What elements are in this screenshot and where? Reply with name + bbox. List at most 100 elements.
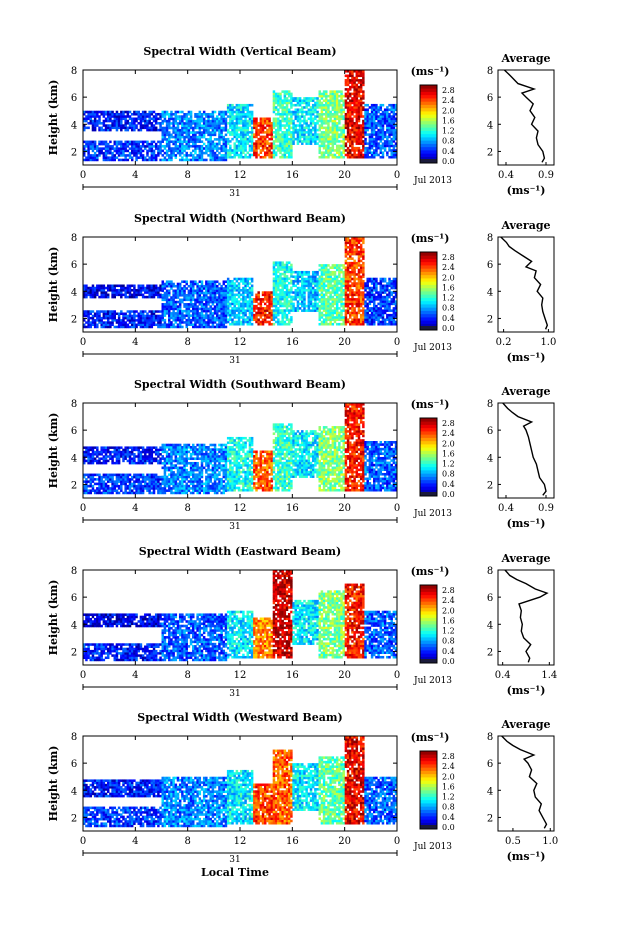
heatmap-pixel xyxy=(120,325,123,329)
heatmap-pixel xyxy=(357,311,361,315)
heatmap-pixel xyxy=(218,296,221,299)
heatmap-pixel xyxy=(263,126,267,130)
heatmap-pixel xyxy=(346,239,350,242)
heatmap-pixel xyxy=(109,323,112,327)
heatmap-pixel xyxy=(353,79,356,82)
heatmap-pixel xyxy=(261,140,265,143)
heatmap-pixel xyxy=(263,144,267,148)
heatmap-pixel xyxy=(237,122,241,125)
heatmap-pixel xyxy=(277,135,280,139)
heatmap-pixel xyxy=(117,142,121,146)
heatmap-pixel xyxy=(314,291,317,294)
heatmap-pixel xyxy=(126,323,130,327)
heatmap-pixel xyxy=(327,131,330,134)
heatmap-pixel xyxy=(255,126,258,130)
heatmap-pixel xyxy=(394,135,398,139)
heatmap-pixel xyxy=(96,149,99,153)
heatmap-pixel xyxy=(277,263,280,267)
heatmap-pixel xyxy=(344,270,348,274)
heatmap-pixel xyxy=(335,146,339,150)
heatmap-pixel xyxy=(83,291,86,294)
heatmap-pixel xyxy=(292,133,295,136)
heatmap-pixel xyxy=(209,312,212,315)
heatmap-pixel xyxy=(331,279,335,283)
heatmap-pixel xyxy=(244,135,247,139)
heatmap-pixel xyxy=(344,304,348,308)
heatmap-pixel xyxy=(370,108,374,112)
heatmap-pixel xyxy=(309,304,313,308)
heatmap-pixel xyxy=(344,81,348,84)
heatmap-cell xyxy=(253,117,274,159)
heatmap-pixel xyxy=(209,325,212,329)
heatmap-pixel xyxy=(240,304,243,308)
heatmap-pixel xyxy=(98,119,101,123)
heatmap-pixel xyxy=(301,133,304,136)
heatmap-pixel xyxy=(316,119,319,123)
heatmap-pixel xyxy=(209,300,212,304)
heatmap-pixel xyxy=(220,298,223,302)
heatmap-pixel xyxy=(218,122,221,125)
heatmap-pixel xyxy=(272,284,276,287)
heatmap-pixel xyxy=(353,133,356,136)
heatmap-pixel xyxy=(185,135,188,139)
heatmap-pixel xyxy=(388,144,391,148)
heatmap-pixel xyxy=(163,158,167,162)
heatmap-pixel xyxy=(189,321,193,324)
heatmap-pixel xyxy=(305,110,308,114)
heatmap-pixel xyxy=(109,284,112,288)
heatmap-pixel xyxy=(181,316,184,320)
heatmap-pixel xyxy=(139,117,143,121)
heatmap-pixel xyxy=(242,110,245,114)
heatmap-pixel xyxy=(246,151,250,154)
heatmap-pixel xyxy=(318,298,321,301)
heatmap-pixel xyxy=(198,287,202,290)
heatmap-pixel xyxy=(355,99,359,102)
heatmap-pixel xyxy=(250,307,254,310)
heatmap-pixel xyxy=(111,293,114,297)
heatmap-pixel xyxy=(183,122,186,125)
heatmap-pixel xyxy=(229,115,232,118)
heatmap-pixel xyxy=(274,101,278,105)
x-tick-label: 8 xyxy=(184,170,190,181)
heatmap-pixel xyxy=(325,117,328,121)
heatmap-pixel xyxy=(100,151,103,155)
colorbar-tick-label: 1.6 xyxy=(442,116,455,125)
heatmap-pixel xyxy=(277,110,280,114)
heatmap-pixel xyxy=(104,142,108,146)
heatmap-pixel xyxy=(85,126,88,130)
heatmap-pixel xyxy=(154,310,158,313)
heatmap-pixel xyxy=(261,309,265,312)
heatmap-pixel xyxy=(298,286,302,290)
heatmap-pixel xyxy=(102,310,106,313)
heatmap-pixel xyxy=(329,153,332,157)
heatmap-pixel xyxy=(109,115,112,118)
heatmap-pixel xyxy=(106,149,110,153)
heatmap-pixel xyxy=(187,303,191,306)
heatmap-pixel xyxy=(196,126,199,130)
heatmap-pixel xyxy=(351,126,354,130)
heatmap-pixel xyxy=(303,270,306,274)
heatmap-pixel xyxy=(220,305,223,308)
heatmap-pixel xyxy=(178,309,182,313)
heatmap-pixel xyxy=(386,140,389,143)
heatmap-pixel xyxy=(130,158,134,162)
heatmap-pixel xyxy=(257,153,260,157)
heatmap-pixel xyxy=(220,144,223,148)
heatmap-pixel xyxy=(266,142,269,145)
heatmap-pixel xyxy=(268,309,271,312)
heatmap-pixel xyxy=(309,140,313,143)
heatmap-pixel xyxy=(318,268,321,272)
heatmap-pixel xyxy=(281,279,284,283)
heatmap-pixel xyxy=(100,321,103,324)
heatmap-pixel xyxy=(366,117,369,121)
heatmap-pixel xyxy=(200,149,204,153)
heatmap-pixel xyxy=(157,140,160,144)
heatmap-pixel xyxy=(349,307,352,310)
heatmap-pixel xyxy=(383,112,387,116)
heatmap-pixel xyxy=(255,128,258,132)
heatmap-pixel xyxy=(353,85,356,89)
heatmap-pixel xyxy=(355,72,359,75)
heatmap-pixel xyxy=(209,131,212,134)
heatmap-pixel xyxy=(240,144,243,148)
heatmap-pixel xyxy=(89,286,93,290)
